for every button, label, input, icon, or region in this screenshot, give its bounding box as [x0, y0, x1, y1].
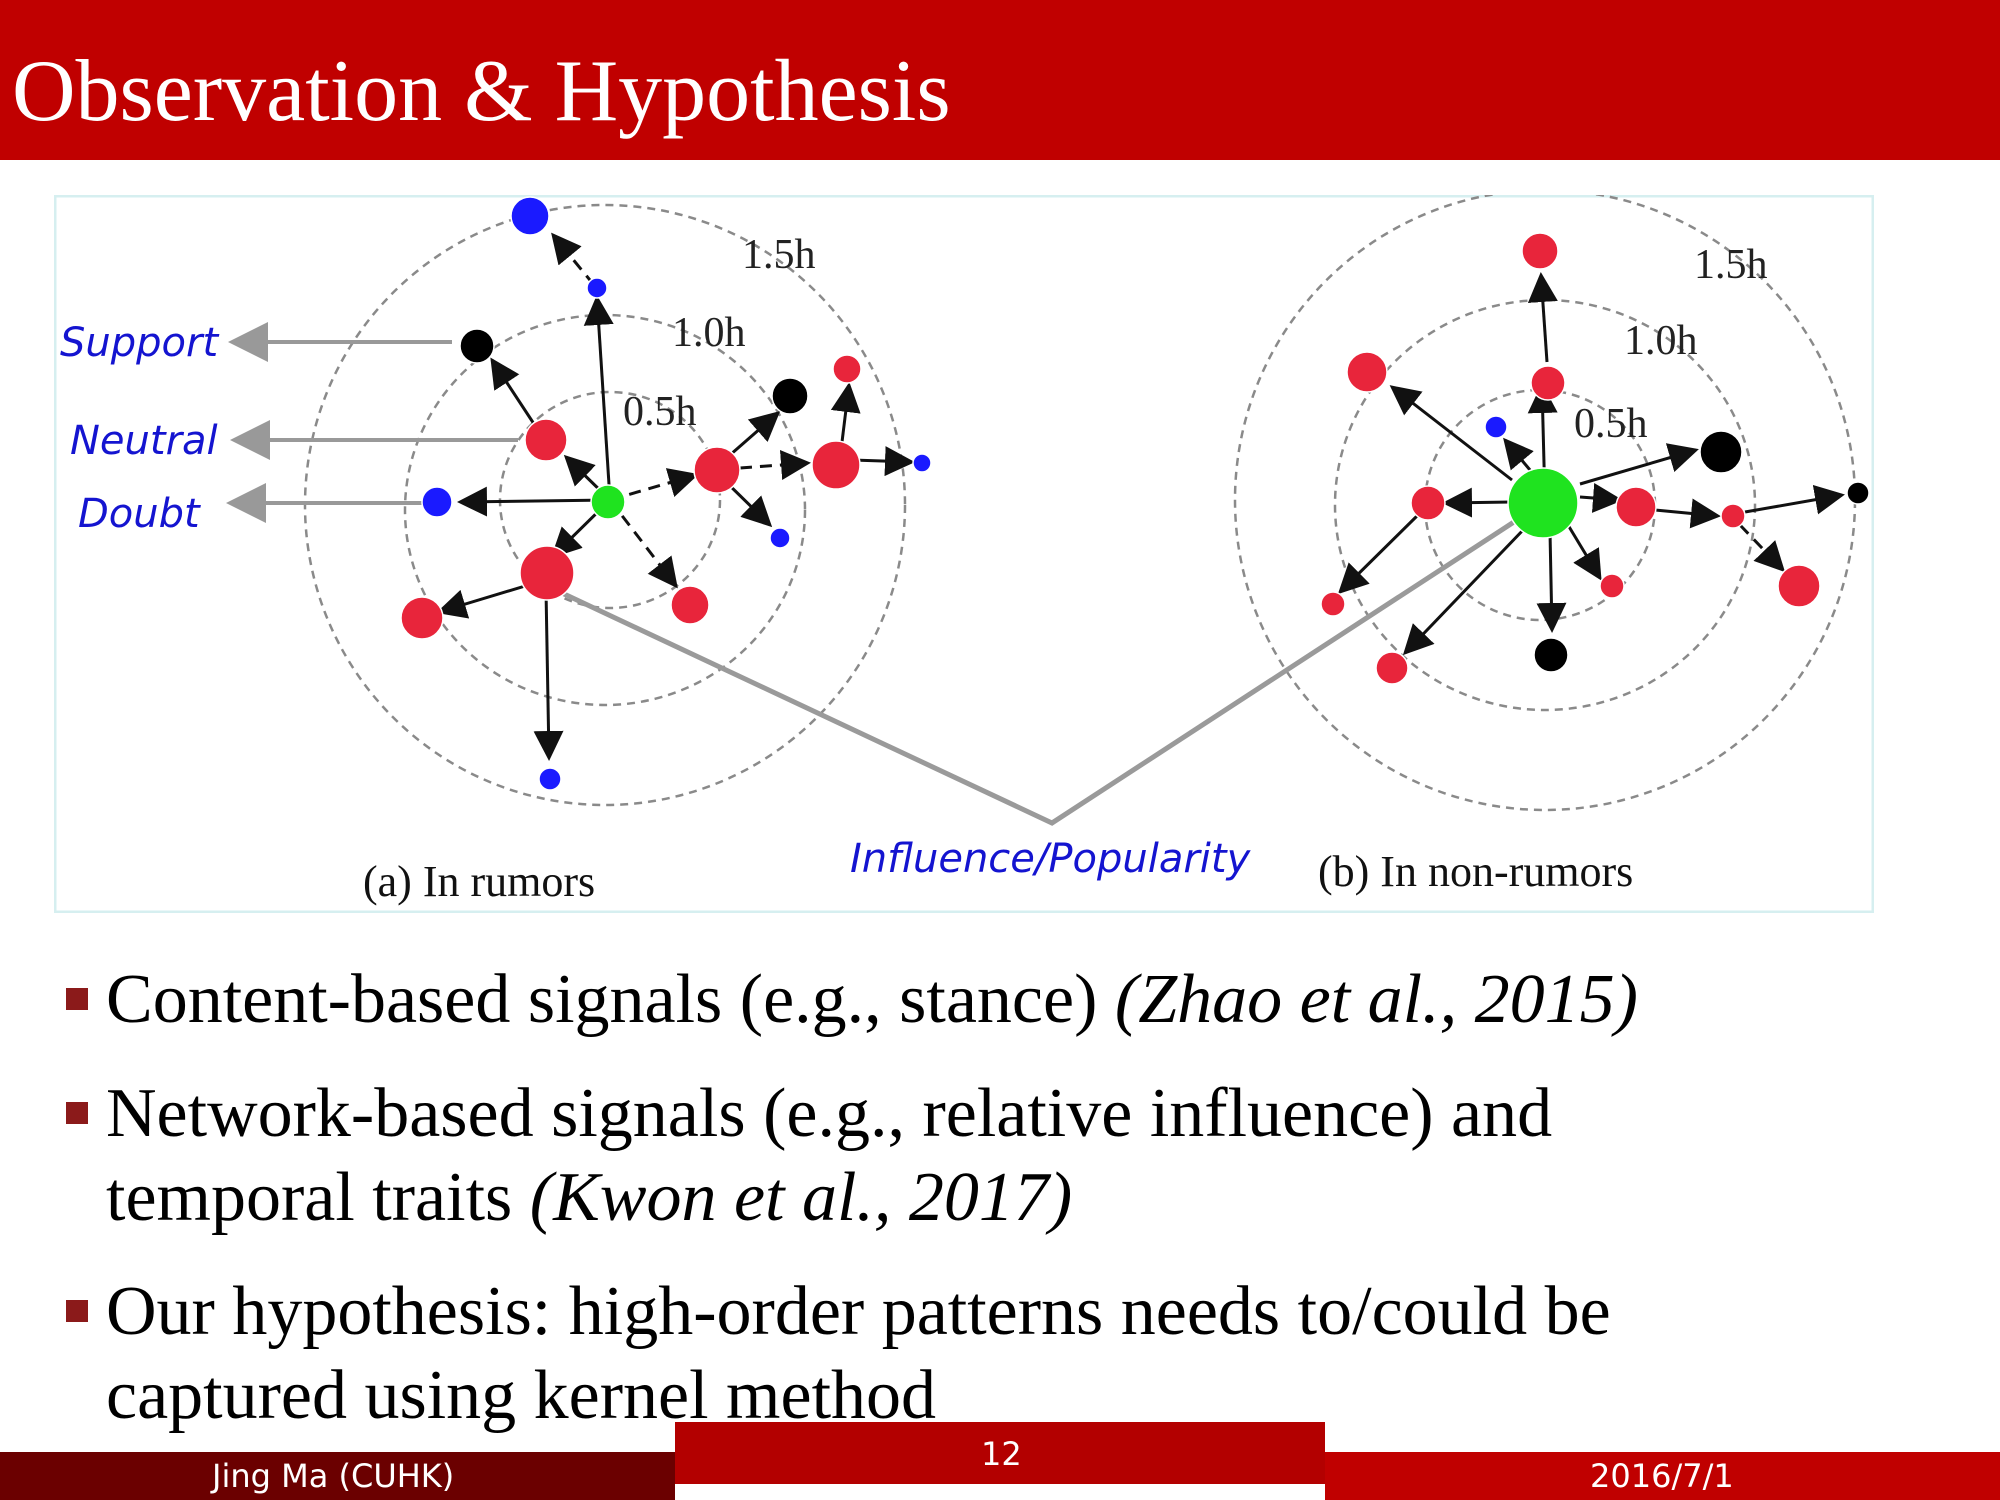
footer-right: 2016/7/1 [1325, 1452, 2000, 1500]
bullet-text: Content-based signals (e.g., stance) [106, 961, 1115, 1038]
bullet-line: Content-based signals (e.g., stance) (Zh… [66, 958, 1966, 1042]
legend-neutral: Neutral [70, 418, 218, 464]
legend-doubt: Doubt [78, 491, 201, 537]
edges-non-rumors [1337, 272, 1845, 656]
ring-label-1.5h-a: 1.5h [742, 232, 816, 278]
ring-label-1.5h-b: 1.5h [1694, 242, 1768, 288]
bullet-text-cont: temporal traits [106, 1159, 530, 1236]
propagation-figure: 0.5h 1.0h 1.5h 0.5h 1.0h 1.5h Support Ne… [54, 195, 1874, 913]
ring-label-0.5h-a: 0.5h [623, 389, 697, 435]
influence-label: Influence/Popularity [850, 836, 1252, 882]
source-node [590, 484, 626, 520]
slide-title: Observation & Hypothesis [12, 43, 951, 140]
legend-arrows [226, 322, 518, 523]
ring-label-0.5h-b: 0.5h [1574, 401, 1648, 447]
nodes-rumors [400, 196, 932, 791]
ring-labels: 0.5h 1.0h 1.5h 0.5h 1.0h 1.5h [623, 232, 1768, 447]
bullet-line: captured using kernel method [66, 1354, 1966, 1438]
caption-rumors: (a) In rumors [363, 857, 595, 906]
bullet-marker [66, 988, 88, 1010]
source-node-large [1507, 467, 1579, 539]
figure-border [54, 195, 1874, 913]
bullet-marker [66, 1300, 88, 1322]
bullet-item: Our hypothesis: high-order patterns need… [66, 1270, 1966, 1438]
footer-date: 2016/7/1 [1590, 1457, 1734, 1495]
bullet-text-cont: captured using kernel method [106, 1357, 937, 1434]
ring-label-1.0h-b: 1.0h [1624, 318, 1698, 364]
footer-left: Jing Ma (CUHK) [0, 1452, 675, 1500]
footer-author: Jing Ma (CUHK) [212, 1457, 455, 1495]
bullet-marker [66, 1102, 88, 1124]
citation: (Kwon et al., 2017) [529, 1159, 1073, 1236]
bullet-line: Network-based signals (e.g., relative in… [66, 1072, 1966, 1156]
legend-support: Support [60, 320, 219, 366]
caption-non-rumors: (b) In non-rumors [1318, 847, 1633, 896]
bullet-text: Our hypothesis: high-order patterns need… [106, 1273, 1611, 1350]
ring-label-1.0h-a: 1.0h [672, 310, 746, 356]
footer-middle-strip [675, 1484, 1325, 1500]
citation: (Zhao et al., 2015) [1114, 961, 1638, 1038]
bullet-item: Network-based signals (e.g., relative in… [66, 1072, 1966, 1240]
bullet-line: Our hypothesis: high-order patterns need… [66, 1270, 1966, 1354]
bullet-text: Network-based signals (e.g., relative in… [106, 1075, 1553, 1152]
bullet-item: Content-based signals (e.g., stance) (Zh… [66, 958, 1966, 1042]
page-number: 12 [981, 1435, 1022, 1473]
bullet-line: temporal traits (Kwon et al., 2017) [66, 1156, 1966, 1240]
influence-lines [543, 502, 1542, 826]
title-bar: Observation & Hypothesis [0, 0, 2000, 160]
nodes-non-rumors [1320, 232, 1870, 685]
